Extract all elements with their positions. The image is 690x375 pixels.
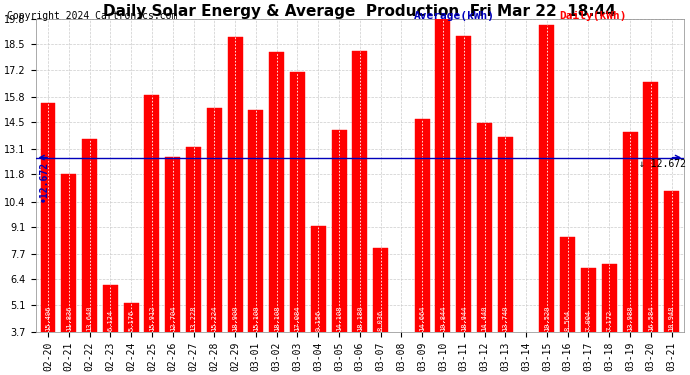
Bar <box>456 36 471 332</box>
Bar <box>415 119 430 332</box>
Text: 11.836: 11.836 <box>66 305 72 331</box>
Text: 15.496: 15.496 <box>45 305 51 331</box>
Text: 8.564: 8.564 <box>564 309 571 331</box>
Bar <box>353 51 367 332</box>
Text: 19.520: 19.520 <box>544 305 550 331</box>
Bar <box>290 72 305 332</box>
Text: 7.172: 7.172 <box>607 309 612 331</box>
Bar <box>41 103 55 332</box>
Bar <box>477 123 492 332</box>
Bar <box>643 82 658 332</box>
Bar <box>373 248 388 332</box>
Text: 18.900: 18.900 <box>232 305 238 331</box>
Bar <box>310 226 326 332</box>
Text: 7.004: 7.004 <box>586 309 591 331</box>
Text: Copyright 2024 Cartronics.com: Copyright 2024 Cartronics.com <box>7 11 177 21</box>
Bar <box>165 157 180 332</box>
Bar <box>269 52 284 332</box>
Text: 18.180: 18.180 <box>357 305 363 331</box>
Bar <box>103 285 118 332</box>
Text: 12.704: 12.704 <box>170 305 176 331</box>
Bar <box>664 191 679 332</box>
Text: 16.584: 16.584 <box>648 305 654 331</box>
Bar <box>560 237 575 332</box>
Text: 14.664: 14.664 <box>420 305 425 331</box>
Text: 15.912: 15.912 <box>149 305 155 331</box>
Text: •12.672: •12.672 <box>39 160 48 202</box>
Text: 19.844: 19.844 <box>440 305 446 331</box>
Text: ↓ 12.672: ↓ 12.672 <box>639 159 686 170</box>
Bar <box>61 174 77 332</box>
Bar <box>124 303 139 332</box>
Bar <box>331 130 346 332</box>
Bar <box>581 268 596 332</box>
Bar <box>435 18 451 332</box>
Text: Average(kWh): Average(kWh) <box>414 11 495 21</box>
Bar <box>82 139 97 332</box>
Text: 14.440: 14.440 <box>482 305 488 331</box>
Text: 8.036: 8.036 <box>377 309 384 331</box>
Text: 15.100: 15.100 <box>253 305 259 331</box>
Text: 13.640: 13.640 <box>86 305 92 331</box>
Text: 15.224: 15.224 <box>211 305 217 331</box>
Text: 9.156: 9.156 <box>315 309 322 331</box>
Text: Daily(kWh): Daily(kWh) <box>559 11 627 21</box>
Bar <box>144 94 159 332</box>
Bar <box>498 137 513 332</box>
Bar <box>540 25 554 332</box>
Text: 13.988: 13.988 <box>627 305 633 331</box>
Bar <box>186 147 201 332</box>
Bar <box>622 132 638 332</box>
Bar <box>602 264 617 332</box>
Bar <box>228 37 243 332</box>
Text: 13.740: 13.740 <box>502 305 509 331</box>
Text: 13.228: 13.228 <box>190 305 197 331</box>
Text: 6.124: 6.124 <box>108 309 113 331</box>
Bar <box>207 108 221 332</box>
Text: 14.108: 14.108 <box>336 305 342 331</box>
Text: 18.944: 18.944 <box>461 305 466 331</box>
Text: 10.948: 10.948 <box>669 305 675 331</box>
Text: 17.084: 17.084 <box>295 305 300 331</box>
Text: 5.176: 5.176 <box>128 309 134 331</box>
Bar <box>248 110 264 332</box>
Text: 18.108: 18.108 <box>274 305 279 331</box>
Title: Daily Solar Energy & Average  Production  Fri Mar 22  18:44: Daily Solar Energy & Average Production … <box>104 4 616 19</box>
